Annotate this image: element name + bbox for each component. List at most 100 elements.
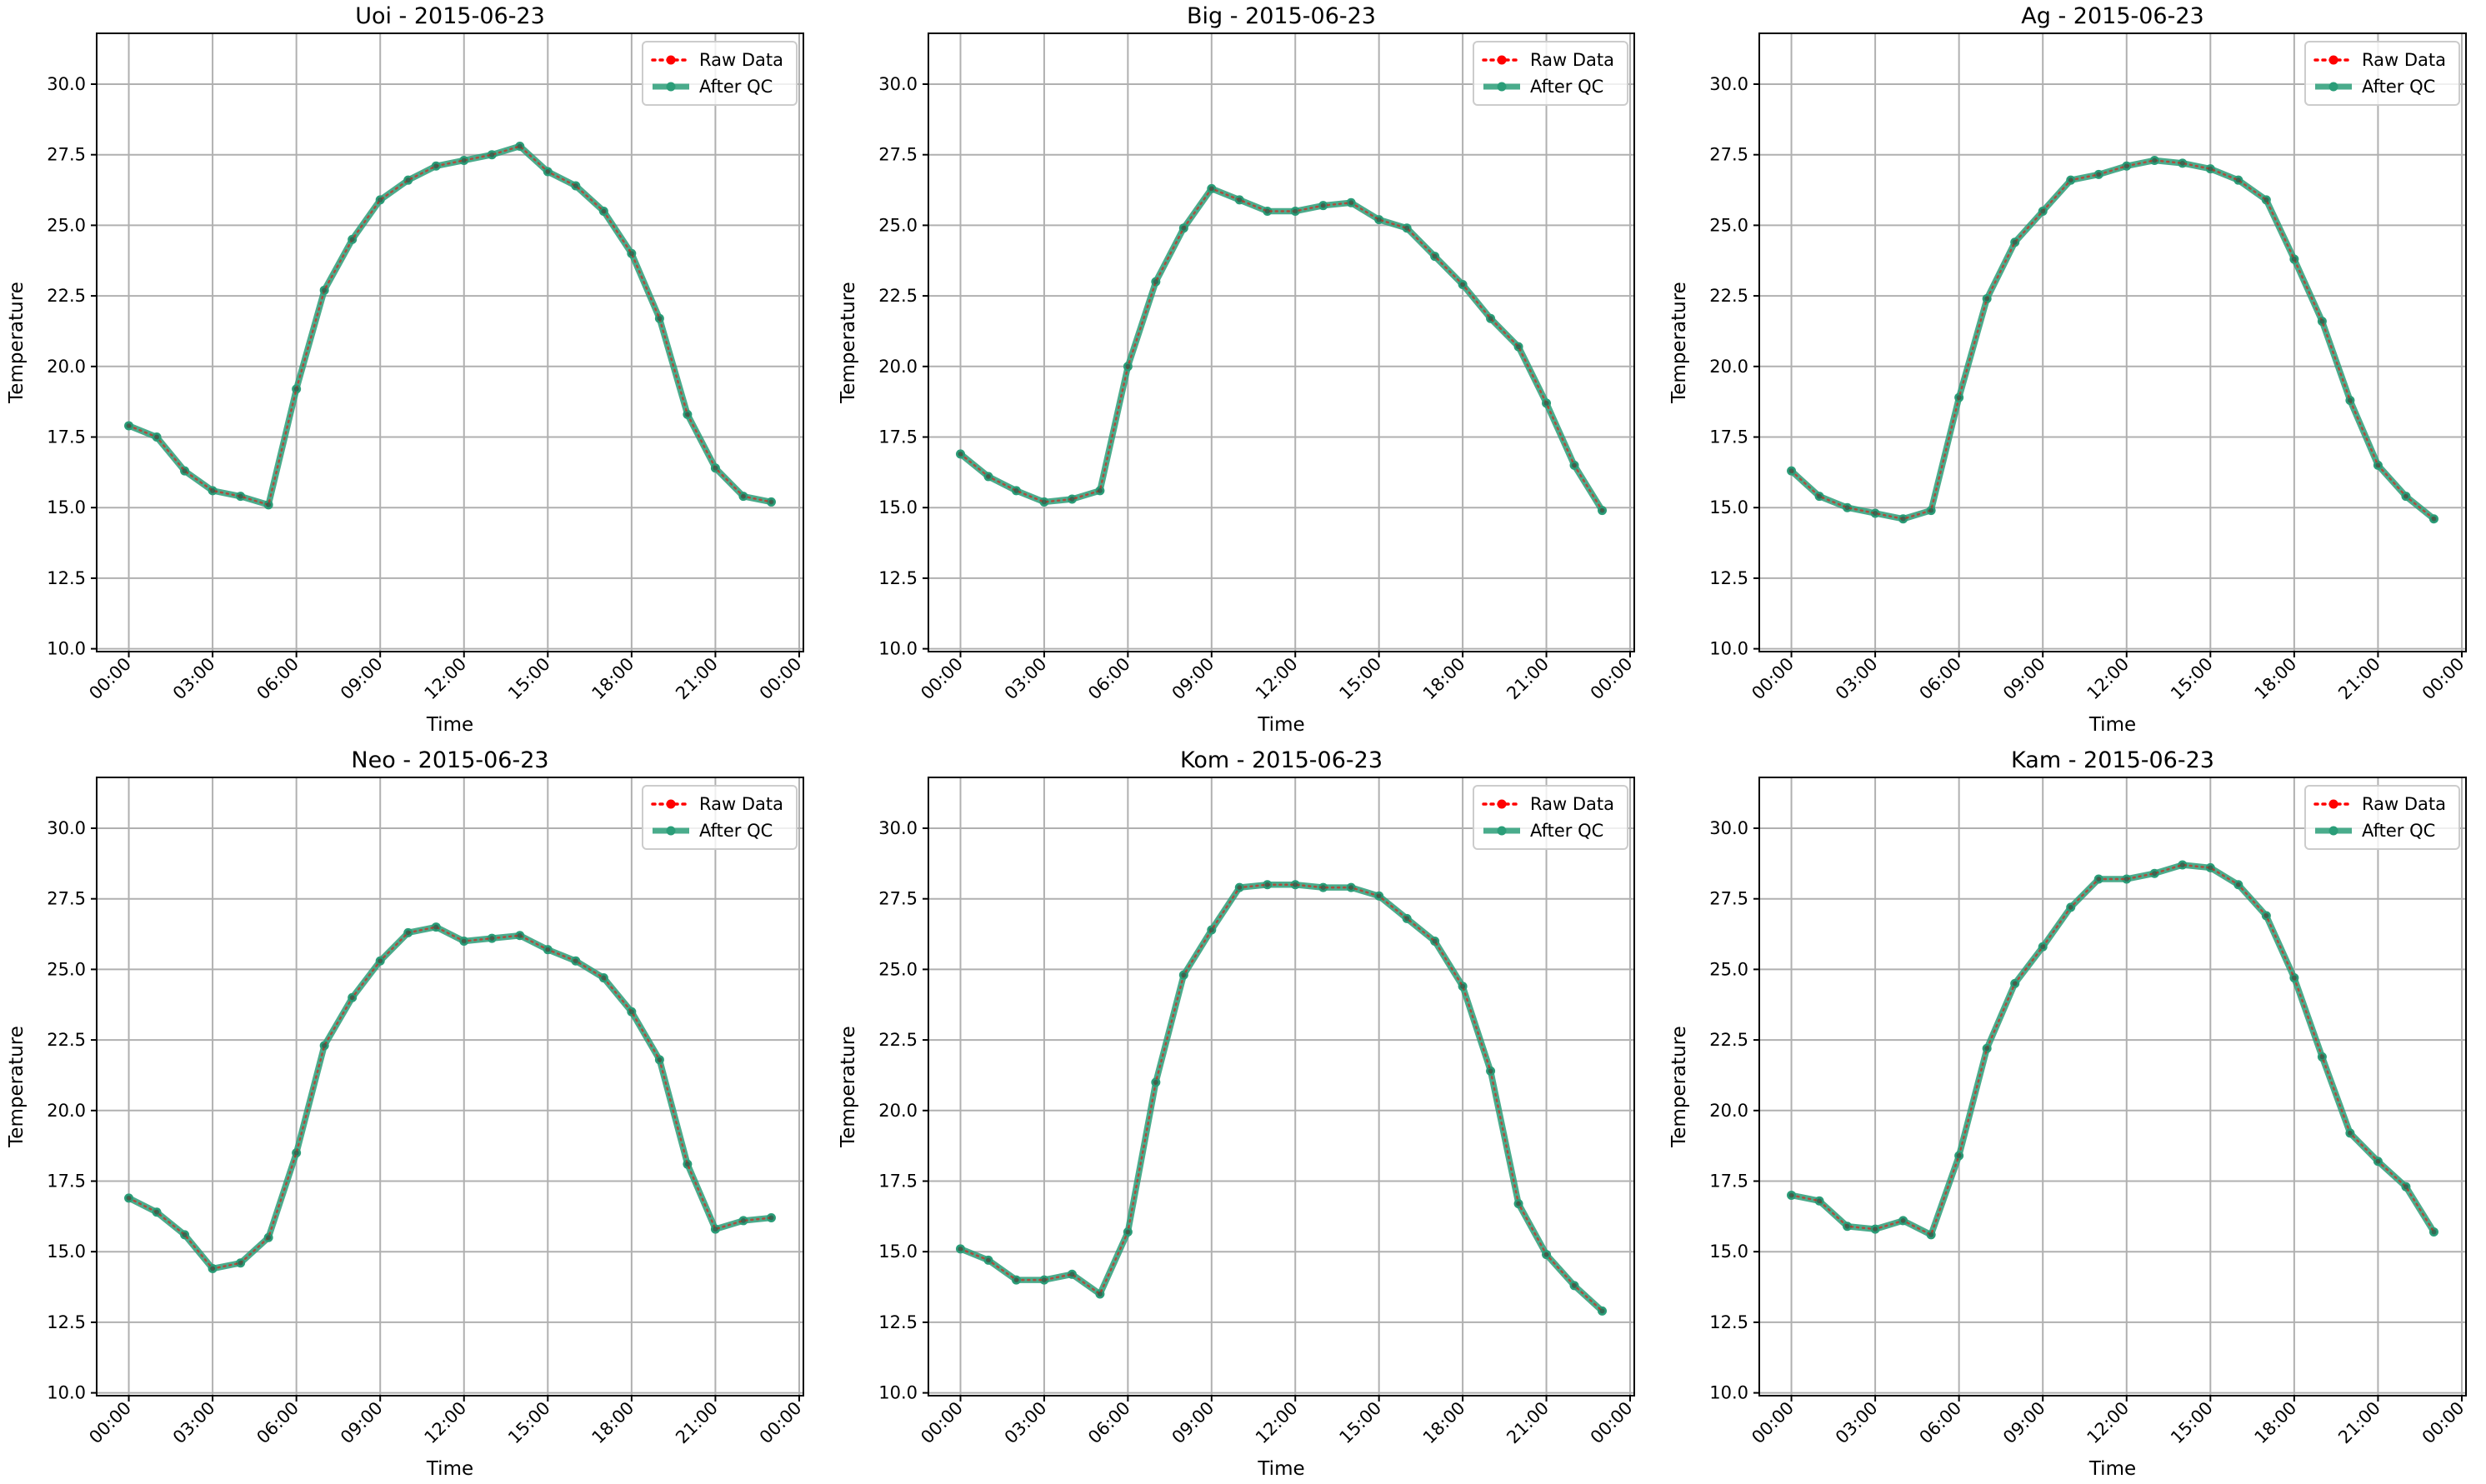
raw-data-point [1097, 487, 1103, 493]
y-tick-label: 30.0 [1709, 818, 1748, 838]
x-tick-label: 00:00 [85, 654, 135, 704]
subplot-2: 10.0 12.5 15.0 17.5 20.0 22.5 25.0 27.5 30.0 00:0… [838, 3, 1637, 736]
raw-data-point [657, 1057, 663, 1062]
series-raw-data-line [959, 883, 1603, 1312]
x-axis-label: Time [2088, 1458, 2136, 1480]
y-tick-label: 12.5 [878, 568, 918, 588]
subplot-title: Kam - 2015-06-23 [2011, 747, 2214, 773]
legend: Raw Data After QC [2304, 785, 2460, 850]
x-axis-label: Time [1257, 1458, 1304, 1480]
x-tick-label: 09:00 [337, 1398, 387, 1448]
y-tick-label: 10.0 [1709, 639, 1748, 659]
x-tick-label: 15:00 [2167, 654, 2217, 704]
axes-frame [96, 777, 804, 1397]
raw-data-point [1928, 507, 1934, 513]
raw-data-point [1181, 972, 1187, 978]
raw-data-point [1873, 1227, 1878, 1232]
raw-data-point [1844, 1223, 1850, 1229]
legend-after-qc-marker [1497, 826, 1507, 836]
raw-data-point [545, 947, 551, 952]
x-tick-label: 09:00 [1168, 654, 1218, 704]
raw-data-point [1320, 202, 1326, 208]
x-tick-label: 12:00 [2083, 654, 2133, 704]
raw-data-point [210, 1266, 216, 1272]
x-tick-label: 21:00 [672, 1398, 722, 1448]
series-raw-data-line [128, 145, 773, 507]
raw-data-point [1460, 983, 1466, 989]
x-tick-label: 18:00 [588, 1398, 638, 1448]
legend-after-qc-marker [2328, 82, 2338, 92]
y-tick-label: 17.5 [47, 427, 86, 447]
y-tick-label: 30.0 [47, 818, 86, 838]
series-raw-data-line [959, 187, 1603, 512]
series-after-qc-line [125, 142, 775, 508]
y-tick-label: 15.0 [1709, 1242, 1748, 1262]
x-tick-label: 00:00 [917, 654, 967, 704]
raw-data-point [2347, 1130, 2353, 1136]
y-tick-label: 25.0 [47, 215, 86, 235]
raw-data-point [433, 163, 439, 169]
y-tick-label: 22.5 [47, 286, 86, 306]
raw-data-point [1432, 253, 1438, 259]
raw-data-point [2235, 177, 2241, 183]
raw-data-point [2096, 172, 2102, 177]
raw-data-point [2291, 257, 2297, 262]
x-tick-label: 06:00 [253, 1398, 303, 1448]
raw-data-point [1041, 1277, 1047, 1283]
series-after-qc-line [957, 881, 1606, 1315]
raw-data-point [433, 924, 439, 930]
y-tick-label: 25.0 [878, 959, 918, 979]
raw-data-point [657, 316, 663, 322]
raw-data-point [1013, 487, 1019, 493]
y-tick-label: 20.0 [47, 1101, 86, 1121]
legend-after-qc-marker [666, 826, 676, 836]
x-tick-label: 09:00 [1999, 654, 2049, 704]
raw-data-point [1348, 200, 1354, 206]
legend-raw-data-label: Raw Data [699, 50, 783, 70]
x-tick-label: 03:00 [1001, 654, 1051, 704]
raw-data-point [293, 386, 299, 392]
y-tick-label: 12.5 [47, 1312, 86, 1332]
raw-data-point [182, 468, 188, 474]
raw-data-point [1516, 344, 1522, 350]
raw-data-point [2208, 166, 2213, 172]
x-tick-label: 03:00 [1832, 1398, 1882, 1448]
raw-data-point [628, 251, 634, 257]
x-tick-label: 00:00 [2418, 1398, 2468, 1448]
y-tick-label: 10.0 [1709, 1383, 1748, 1403]
raw-data-point [2319, 1054, 2325, 1060]
raw-data-point [461, 938, 467, 944]
raw-data-point [1572, 1282, 1578, 1288]
subplot-title: Ag - 2015-06-23 [2021, 3, 2203, 29]
raw-data-point [684, 1162, 690, 1167]
y-tick-label: 10.0 [47, 1383, 86, 1403]
y-tick-label: 15.0 [47, 497, 86, 517]
raw-data-point [2096, 876, 2102, 882]
raw-data-point [154, 1209, 160, 1215]
x-tick-label: 06:00 [1084, 1398, 1134, 1448]
raw-data-point [1817, 1198, 1823, 1204]
x-tick-label: 03:00 [1832, 654, 1882, 704]
x-tick-label: 15:00 [504, 1398, 554, 1448]
y-axis-label: Temperature [6, 282, 28, 404]
y-tick-label: 27.5 [878, 889, 918, 909]
x-tick-label: 00:00 [917, 1398, 967, 1448]
y-tick-label: 17.5 [47, 1172, 86, 1192]
y-tick-label: 12.5 [47, 568, 86, 588]
y-tick-label: 17.5 [878, 1172, 918, 1192]
raw-data-point [378, 958, 383, 964]
y-tick-label: 20.0 [1709, 1101, 1748, 1121]
y-tick-label: 30.0 [878, 74, 918, 94]
raw-data-point [2179, 862, 2185, 868]
raw-data-point [2319, 318, 2325, 324]
raw-data-point [1237, 197, 1243, 202]
raw-data-point [1543, 1252, 1549, 1257]
raw-data-point [2291, 975, 2297, 981]
y-tick-label: 10.0 [47, 639, 86, 659]
raw-data-point [2235, 882, 2241, 887]
x-tick-label: 21:00 [2334, 654, 2384, 704]
legend-raw-data-marker [666, 55, 676, 65]
raw-data-point [1041, 499, 1047, 505]
raw-data-point [2403, 1184, 2408, 1190]
